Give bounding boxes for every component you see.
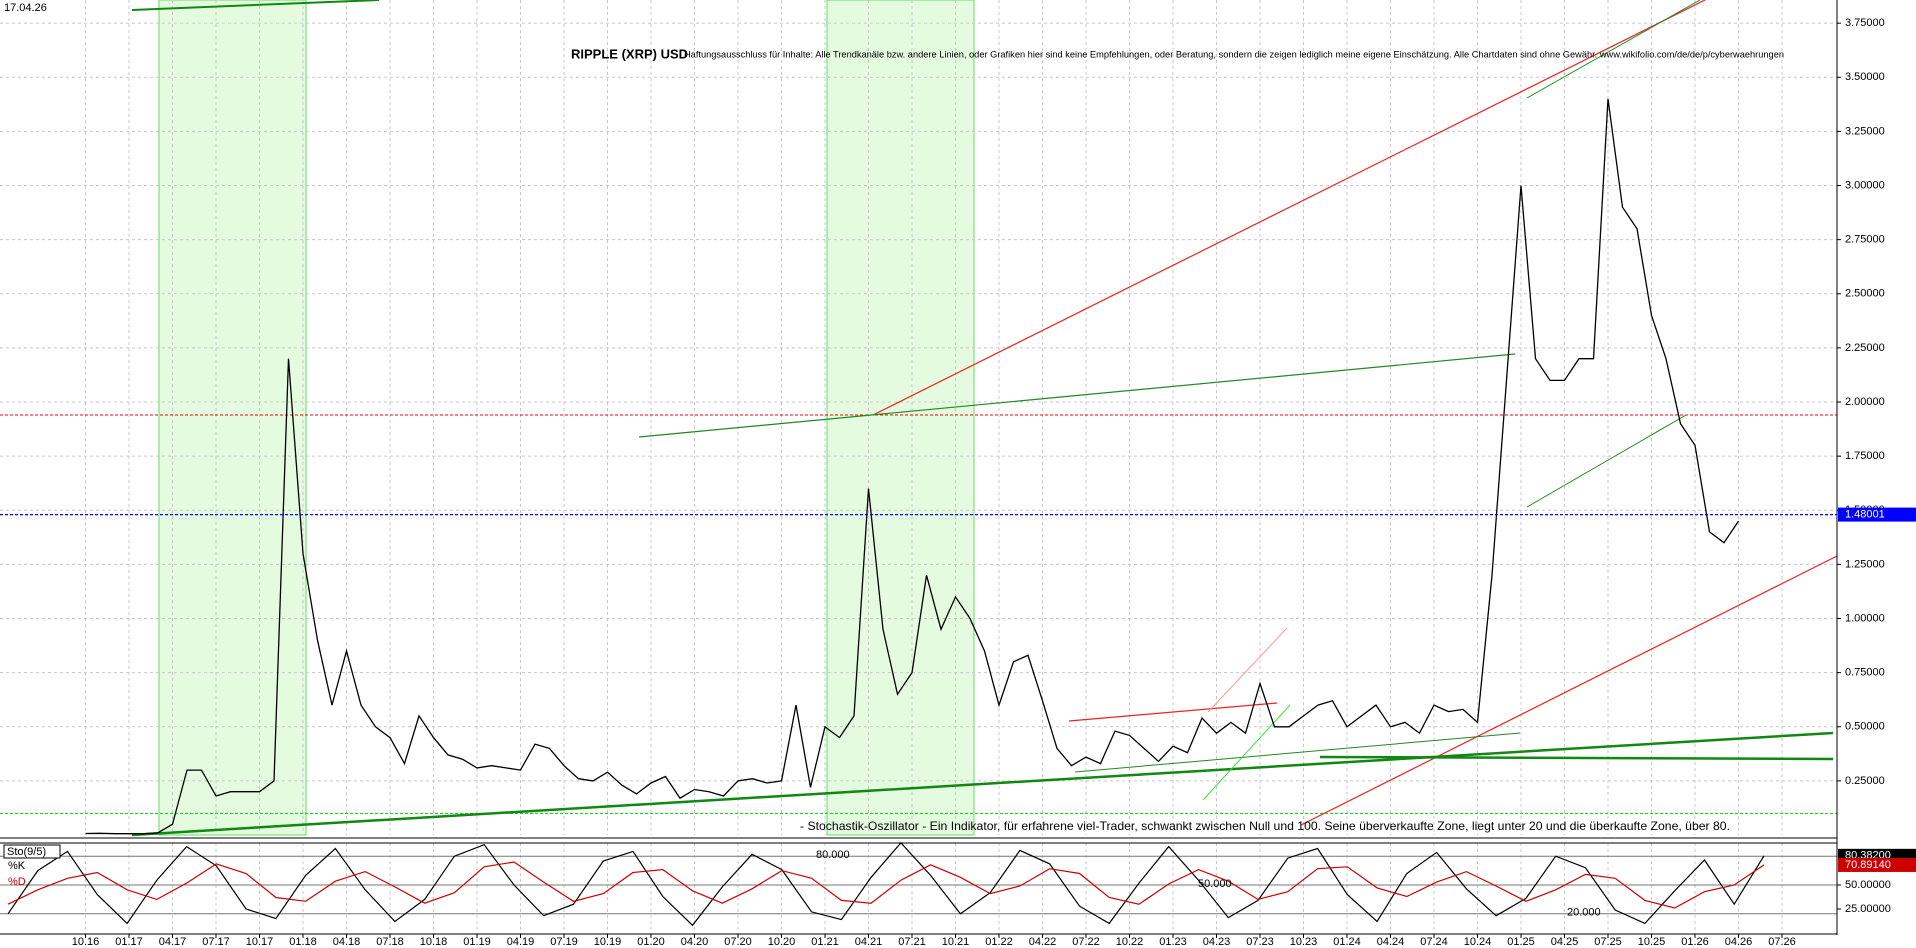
stochastic-line	[7, 861, 1765, 909]
x-tick-label: 10.17	[246, 936, 274, 948]
y-tick-label: 3.25000	[1845, 125, 1885, 137]
trend-line	[1202, 704, 1291, 801]
x-tick-label: 10.22	[1116, 936, 1144, 948]
x-tick-label: 07.25	[1594, 936, 1622, 948]
price-label: 1.48001	[1845, 508, 1885, 520]
x-tick-label: 01.20	[637, 936, 665, 948]
x-tick-label: 04.25	[1551, 936, 1579, 948]
legend-label: %D	[8, 876, 26, 888]
x-tick-label: 01.24	[1333, 936, 1361, 948]
price-line	[85, 98, 1740, 835]
x-tick-label: 04.19	[507, 936, 535, 948]
trend-line	[1074, 732, 1521, 773]
y-tick-label: 2.50000	[1845, 288, 1885, 300]
highlight-zones	[158, 0, 975, 836]
x-tick-label: 10.18	[420, 936, 448, 948]
trend-line	[1300, 555, 1838, 826]
y-tick-label: 50.00000	[1845, 879, 1891, 891]
x-tick-label: 10.19	[594, 936, 622, 948]
x-tick-label: 07.20	[724, 936, 752, 948]
x-tick-label: 01.25	[1507, 936, 1535, 948]
x-tick-label: 07.22	[1072, 936, 1100, 948]
x-tick-label: 07.24	[1420, 936, 1448, 948]
x-tick-label: 01.26	[1681, 936, 1709, 948]
y-tick-label: 2.00000	[1845, 396, 1885, 408]
trend-line	[872, 0, 1706, 416]
x-tick-label: 01.17	[115, 936, 143, 948]
disclaimer: Haftungsausschluss für Inhalte: Alle Tre…	[684, 49, 1784, 59]
value-label-bg	[1838, 857, 1916, 872]
trend-line	[1526, 0, 1701, 99]
x-tick-label: 04.24	[1377, 936, 1405, 948]
chart-title: RIPPLE (XRP) USD	[571, 46, 688, 61]
level-label: 20.000	[1567, 907, 1601, 919]
x-tick-label: 04.17	[159, 936, 187, 948]
trend-line	[1068, 702, 1278, 722]
plot	[7, 98, 1765, 927]
y-tick-label: 1.75000	[1845, 450, 1885, 462]
x-tick-label: 10.20	[768, 936, 796, 948]
trend-line	[1319, 755, 1834, 761]
x-tick-label: 01.22	[985, 936, 1013, 948]
y-tick-label: 0.25000	[1845, 775, 1885, 787]
x-tick-label: 04.20	[681, 936, 709, 948]
trend-line	[131, 0, 380, 11]
y-tick-label: 2.75000	[1845, 234, 1885, 246]
x-tick-label: 07.18	[376, 936, 404, 948]
legend-label: %K	[8, 860, 26, 872]
price-label-bg	[1838, 507, 1916, 522]
y-tick-label: 1.00000	[1845, 612, 1885, 624]
y-tick-label: 2.25000	[1845, 342, 1885, 354]
x-tick-label: 10.16	[72, 936, 100, 948]
zone	[826, 0, 975, 836]
x-tick-label: 07.23	[1246, 936, 1274, 948]
x-tick-label: 07.21	[898, 936, 926, 948]
x-tick-label: 04.21	[855, 936, 883, 948]
x-tick-label: 04.26	[1725, 936, 1753, 948]
x-tick-label: 01.19	[463, 936, 491, 948]
level-label: 50.000	[1198, 878, 1232, 890]
y-tick-label: 25.00000	[1845, 903, 1891, 915]
y-tick-label: 3.75000	[1845, 17, 1885, 29]
trend-line	[131, 731, 1834, 837]
trend-line	[1207, 627, 1288, 713]
value-label: 70.89140	[1845, 859, 1891, 871]
zone	[158, 0, 307, 836]
x-tick-label: 10.21	[942, 936, 970, 948]
trend-lines	[131, 0, 1838, 837]
x-tick-label: 04.18	[333, 936, 361, 948]
indicator-note: - Stochastik-Oszillator - Ein Indikator,…	[800, 819, 1730, 833]
x-tick-label: 01.18	[289, 936, 317, 948]
x-tick-label: 07.17	[202, 936, 230, 948]
x-tick-label: 04.22	[1029, 936, 1057, 948]
trend-line	[1526, 414, 1687, 508]
y-tick-label: 3.00000	[1845, 179, 1885, 191]
level-label: 80.000	[816, 849, 850, 861]
trend-line	[638, 353, 1516, 438]
x-tick-label: 07.19	[550, 936, 578, 948]
x-tick-label: 01.23	[1159, 936, 1187, 948]
x-tick-label: 04.23	[1203, 936, 1231, 948]
indicator-title: Sto(9/5)	[7, 846, 46, 858]
x-tick-label: 01.21	[811, 936, 839, 948]
stochastic-line	[7, 841, 1765, 927]
y-tick-label: 1.25000	[1845, 558, 1885, 570]
x-tick-label: 10.25	[1638, 936, 1666, 948]
y-tick-label: 0.50000	[1845, 721, 1885, 733]
y-tick-label: 0.75000	[1845, 667, 1885, 679]
grid	[0, 0, 1837, 934]
x-tick-label: 07.26	[1768, 936, 1796, 948]
indicator-box	[3, 844, 61, 859]
y-tick-label: 3.50000	[1845, 71, 1885, 83]
x-tick-label: 10.24	[1464, 936, 1492, 948]
date-label: 17.04.26	[4, 2, 47, 14]
x-tick-label: 10.23	[1290, 936, 1318, 948]
